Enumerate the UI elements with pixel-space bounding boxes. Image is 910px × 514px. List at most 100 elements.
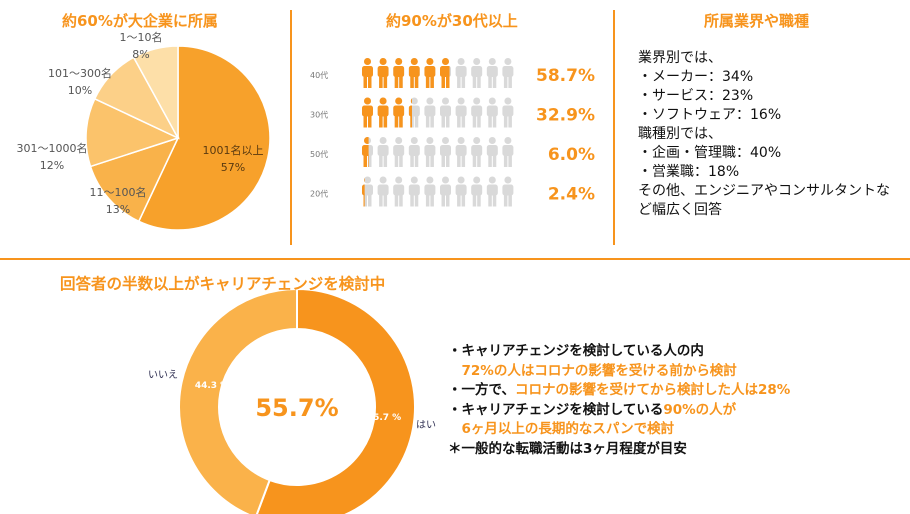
person-icon [455,97,467,128]
age-pictograph: 40代 58.7% 30代 32.9% 50代 6.0% 20代 2.4% [310,58,595,207]
person-icon [471,58,483,88]
person-icon [486,58,498,88]
bullet-text: ・一方で、 [448,382,515,398]
person-icon [393,137,405,167]
bullet-line: ・一方で、コロナの影響を受けてから検討した人は28% [448,381,790,401]
person-icon [377,176,389,207]
pie-slice-value: 13% [106,203,130,216]
highlight-text: コロナの影響を受けてから検討した人は28% [514,382,791,398]
bullet-line: 72%の人はコロナの影響を受ける前から検討 [448,362,790,382]
industry-text: 業界別では、・メーカー：34% ・サービス：23% ・ソフトウェア：16% 職種別では… [638,49,903,220]
pie-slice [137,45,271,231]
bullet-line: ・キャリアチェンジを検討している人の内 [448,342,790,362]
person-icon [362,137,373,167]
industry-line: 職種別では、 [638,126,722,142]
section2-title: 回答者の半数以上がキャリアチェンジを検討中 [60,275,386,293]
pie-slice-value: 12% [40,159,64,172]
person-icon [424,58,436,88]
person-icon [502,58,514,88]
person-icon [377,58,389,88]
industry-line: ・営業職：18% [638,164,740,180]
person-icon [424,176,436,207]
age-percent-label: 32.9% [536,106,595,126]
icon-row [362,97,514,128]
pie-slice-value: 8% [132,48,149,61]
person-icon [408,137,420,167]
bullet-list: ・キャリアチェンジを検討している人の内 72%の人はコロナの影響を受ける前から検… [448,342,790,459]
person-icon [471,137,483,167]
industry-line: ・サービス：23% [638,88,754,104]
bullet-line: ・キャリアチェンジを検討している90%の人が [448,401,790,421]
age-percent-label: 58.7% [536,66,595,86]
age-row-label: 50代 [310,149,328,159]
person-icon [486,137,498,167]
icon-row [362,176,514,207]
pie-slice [132,45,179,139]
age-percent-label: 6.0% [548,145,595,165]
person-icon [424,97,436,128]
person-icon [502,176,514,207]
donut-slice-value: 55.7 % [367,413,401,423]
person-icon [486,176,498,207]
person-icon [377,137,389,167]
donut-slice-name: いいえ [148,369,178,381]
person-icon [408,58,420,88]
pie-slice-name: 11〜100名 [90,185,147,199]
industry-line: その他、エンジニアやコンサルタントな [638,183,890,199]
highlight-text: 6ヶ月以上の長期的なスパンで検討 [448,421,675,437]
person-icon [440,97,451,128]
person-icon [471,176,483,207]
highlight-text: 72%の人はコロナの影響を受ける前から検討 [448,362,737,379]
highlight-text: 90%の人が [663,401,737,418]
person-icon [393,97,405,128]
section-divider [0,258,910,260]
person-icon [408,97,420,128]
pie-title: 約60%が大企業に所属 [62,12,218,30]
industry-line: ・企画・管理職：40% [638,145,782,161]
pie-slice-name: 1001名以上 [203,143,264,157]
person-icon [455,58,467,88]
pie-slice-name: 1〜10名 [120,30,163,44]
divider-1 [290,10,292,245]
industry-line: 業界別では、 [638,50,722,66]
person-icon [486,97,498,128]
donut-center-label: 55.7% [255,394,338,422]
divider-2 [613,10,615,245]
person-icon [455,176,467,207]
pie-slice-name: 101〜300名 [48,66,112,80]
donut-slice-name: はい [416,419,436,431]
person-icon [393,176,405,207]
industry-title: 所属業界や職種 [704,12,810,30]
person-icon [408,176,420,207]
industry-line: ・ソフトウェア：16% [638,107,782,123]
donut-slice [178,290,298,514]
age-title: 約90%が30代以上 [386,12,518,30]
person-icon [455,137,467,167]
person-icon [377,97,389,128]
donut-slice-value: 44.3 % [195,381,229,391]
person-icon [440,137,451,167]
age-row-label: 30代 [310,110,328,120]
donut-slice [255,290,416,514]
person-icon [471,97,483,128]
person-icon [502,137,514,167]
career-change-donut: 55.7 % はい 44.3 % いいえ 55.7% [148,290,436,514]
person-icon [502,97,514,128]
age-percent-label: 2.4% [548,185,595,205]
bullet-text: ・キャリアチェンジを検討している人の内 [448,343,704,359]
person-icon [362,176,373,207]
icon-row [362,137,514,167]
pie-slice [85,97,181,168]
pie-slice [89,136,180,223]
age-row-label: 20代 [310,189,328,199]
industry-line: ど幅広く回答 [638,202,722,218]
pie-slice-name: 301〜1000名 [17,141,88,155]
icon-row [362,58,514,88]
person-icon [393,58,405,88]
bullet-text: ・キャリアチェンジを検討している [448,401,664,418]
person-icon [362,58,373,88]
age-row-label: 40代 [310,70,328,80]
pie-slice-value: 57% [221,161,245,174]
bullet-text: ＊一般的な転職活動は3ヶ月程度が目安 [448,440,687,457]
industry-line: ・メーカー：34% [638,69,754,85]
